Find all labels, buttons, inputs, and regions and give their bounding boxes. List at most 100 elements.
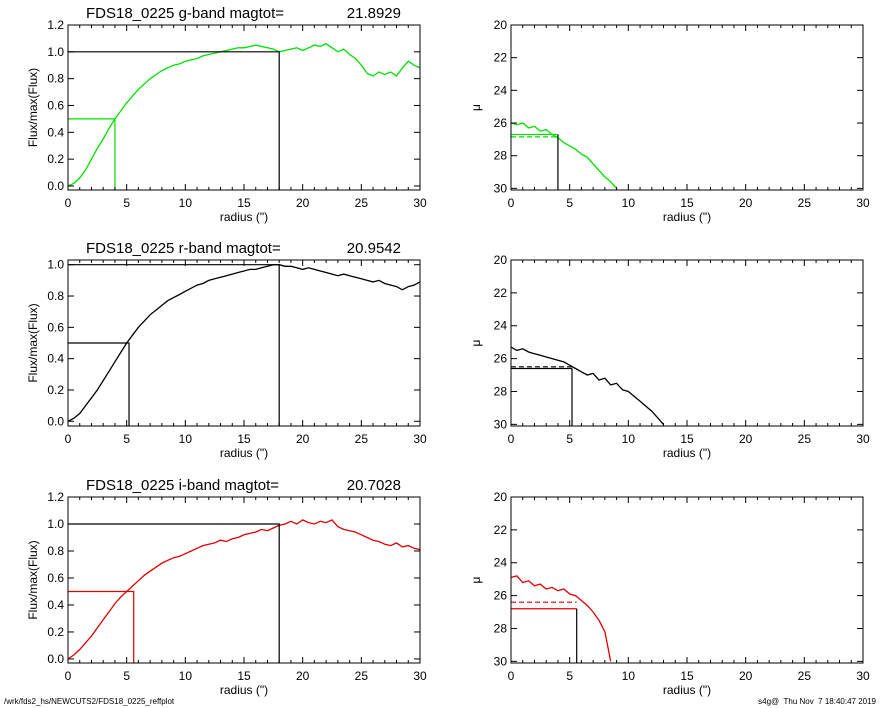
x-tick-label: 25 — [355, 669, 369, 683]
x-tick-label: 30 — [413, 196, 427, 210]
y-tick-label: 1.0 — [47, 45, 64, 59]
panel-title: FDS18_0225 r-band magtot= — [86, 240, 281, 257]
y-tick-label: 0.6 — [47, 98, 64, 112]
x-tick-label: 5 — [566, 196, 573, 210]
x-tick-label: 15 — [680, 196, 694, 210]
x-tick-label: 5 — [566, 669, 573, 683]
x-tick-label: 20 — [296, 432, 310, 446]
series-line-1 — [67, 43, 421, 187]
x-tick-label: 10 — [622, 669, 636, 683]
y-tick-label: 0.4 — [47, 125, 64, 139]
x-tick-label: 10 — [179, 669, 193, 683]
y-axis-label: Flux/max(Flux) — [26, 68, 40, 147]
y-tick-label: 30 — [494, 181, 508, 195]
y-axis-label: Flux/max(Flux) — [26, 303, 40, 382]
x-tick-label: 20 — [739, 432, 753, 446]
x-tick-label: 20 — [739, 669, 753, 683]
plot-frame — [67, 496, 421, 664]
x-tick-label: 15 — [237, 432, 251, 446]
y-tick-label: 1.0 — [47, 258, 64, 272]
series-line-1 — [510, 575, 612, 662]
y-tick-label: 0.2 — [47, 383, 64, 397]
x-tick-label: 0 — [508, 432, 515, 446]
x-tick-label: 30 — [413, 669, 427, 683]
x-tick-label: 0 — [508, 196, 515, 210]
panel-6: 0 5 10 15 20 25 30 20 22 24 26 28 30 radius (") μ — [469, 490, 870, 697]
x-axis-label: radius (") — [220, 446, 268, 460]
y-axis-label: μ — [469, 104, 483, 111]
x-tick-label: 20 — [739, 196, 753, 210]
y-tick-label: 1.2 — [47, 490, 64, 504]
x-tick-label: 10 — [622, 196, 636, 210]
x-tick-label: 15 — [237, 669, 251, 683]
y-tick-label: 24 — [494, 83, 508, 97]
x-tick-label: 30 — [856, 432, 870, 446]
y-tick-label: 20 — [494, 18, 508, 32]
x-tick-label: 25 — [798, 196, 812, 210]
x-axis-label: radius (") — [663, 210, 711, 224]
x-tick-label: 5 — [123, 432, 130, 446]
y-tick-label: 0.2 — [47, 152, 64, 166]
x-tick-label: 10 — [179, 432, 193, 446]
x-tick-label: 15 — [680, 669, 694, 683]
x-tick-label: 25 — [798, 669, 812, 683]
y-axis-label: μ — [469, 576, 483, 583]
y-tick-label: 30 — [494, 654, 508, 668]
x-tick-label: 25 — [355, 432, 369, 446]
panel-1: 0 5 10 15 20 25 30 0.0 0.2 0.4 0.6 0.8 1.0 1.2 radius … — [26, 5, 427, 224]
panel-4: 0 5 10 15 20 25 30 20 22 24 26 28 30 radius (") μ — [469, 253, 870, 460]
y-tick-label: 0.2 — [47, 625, 64, 639]
magtot-value: 21.8929 — [347, 5, 401, 22]
series-line-1 — [510, 122, 618, 189]
y-axis-label: μ — [469, 339, 483, 346]
y-axis-label: Flux/max(Flux) — [26, 540, 40, 619]
x-tick-label: 25 — [355, 196, 369, 210]
x-tick-label: 5 — [123, 669, 130, 683]
x-tick-label: 10 — [179, 196, 193, 210]
y-tick-label: 1.2 — [47, 18, 64, 32]
y-tick-label: 22 — [494, 523, 508, 537]
x-tick-label: 30 — [413, 432, 427, 446]
x-axis-label: radius (") — [220, 683, 268, 697]
y-tick-label: 26 — [494, 116, 508, 130]
plot-frame — [510, 259, 864, 427]
half-light-marker — [68, 118, 116, 190]
half-light-marker — [68, 342, 130, 426]
y-tick-label: 22 — [494, 51, 508, 65]
y-tick-label: 24 — [494, 319, 508, 333]
y-tick-label: 0.4 — [47, 598, 64, 612]
y-tick-label: 30 — [494, 417, 508, 431]
x-tick-label: 15 — [680, 432, 694, 446]
x-tick-label: 0 — [65, 432, 72, 446]
y-tick-label: 24 — [494, 556, 508, 570]
y-tick-label: 0.0 — [47, 652, 64, 666]
y-tick-label: 22 — [494, 286, 508, 300]
y-tick-label: 0.8 — [47, 544, 64, 558]
panel-title: FDS18_0225 g-band magtot= — [86, 5, 284, 22]
x-tick-label: 30 — [856, 669, 870, 683]
plot-frame — [510, 496, 864, 664]
y-tick-label: 28 — [494, 149, 508, 163]
y-tick-label: 0.4 — [47, 352, 64, 366]
y-tick-label: 26 — [494, 352, 508, 366]
x-axis-label: radius (") — [220, 210, 268, 224]
x-tick-label: 20 — [296, 196, 310, 210]
x-tick-label: 20 — [296, 669, 310, 683]
series-line-1 — [510, 346, 664, 425]
magtot-value: 20.9542 — [347, 240, 401, 257]
total-radius-marker — [68, 264, 280, 426]
total-radius-marker — [68, 51, 280, 190]
plot-frame — [510, 24, 864, 191]
y-tick-label: 0.6 — [47, 320, 64, 334]
y-tick-label: 0.8 — [47, 72, 64, 86]
footer-path: /wrk/fds2_hs/NEWCUTS2/FDS18_0225_reffplo… — [4, 697, 175, 706]
x-tick-label: 5 — [566, 432, 573, 446]
x-tick-label: 25 — [798, 432, 812, 446]
total-radius-marker — [68, 523, 280, 663]
footer-timestamp: s4g@ Thu Nov 7 18:40:47 2019 — [758, 697, 876, 706]
y-tick-label: 0.6 — [47, 571, 64, 585]
x-axis-label: radius (") — [663, 683, 711, 697]
y-tick-label: 20 — [494, 490, 508, 504]
y-tick-label: 0.0 — [47, 179, 64, 193]
